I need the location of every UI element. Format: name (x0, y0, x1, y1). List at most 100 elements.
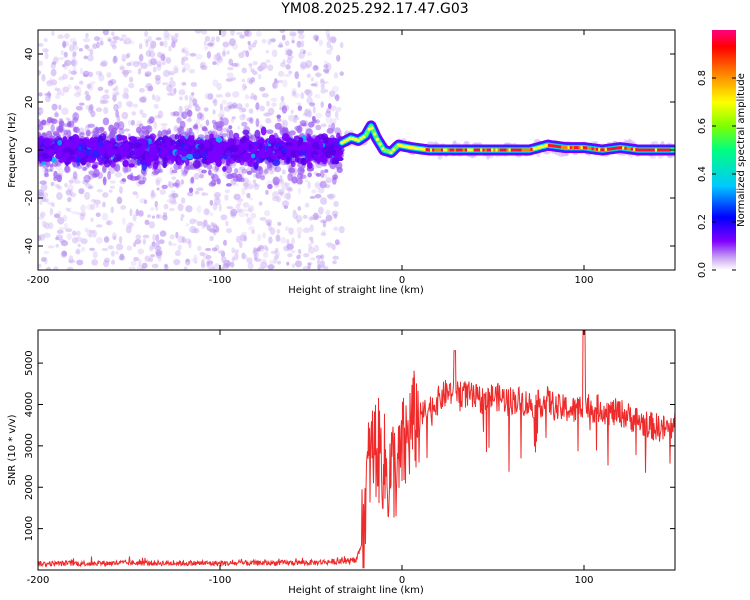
spectrogram-noise-cell (287, 253, 293, 258)
spectrogram-noise-cell (156, 96, 161, 102)
spectrogram-noise-cell (266, 218, 273, 226)
spectrogram-noise-cell (310, 83, 318, 87)
spectrogram-noise-cell (252, 60, 258, 66)
ridge-hot-cell (515, 148, 518, 152)
spectrogram-noise-cell (215, 225, 220, 233)
spectrogram-noise-cell (142, 169, 147, 177)
ridge-onset-cell (370, 126, 374, 130)
spectrogram-noise-cell (38, 110, 42, 114)
spectrogram-noise-cell (85, 129, 91, 137)
spectrogram-noise-cell (177, 244, 182, 251)
spectrogram-noise-cell (72, 116, 79, 124)
spectrogram-noise-cell (190, 257, 198, 263)
ridge-hot-cell (408, 145, 411, 149)
spectrogram-noise-cell (125, 69, 133, 74)
spectrogram-noise-cell (107, 38, 112, 42)
spectrogram-noise-cell (110, 259, 116, 265)
spectrogram-noise-cell (124, 54, 129, 59)
ridge-hot-cell (482, 148, 485, 152)
spectrogram-noise-cell (308, 243, 312, 250)
spectrogram-noise-cell (167, 70, 175, 76)
spectrogram-noise-cell (204, 93, 211, 100)
spectrogram-noise-cell (315, 173, 322, 177)
spectrogram-noise-cell (178, 89, 186, 96)
spectrogram-noise-cell (217, 56, 223, 62)
spectrogram-noise-cell (329, 90, 336, 97)
spectrogram-noise-cell (68, 69, 72, 75)
spectrogram-noise-cell (335, 106, 342, 112)
spectrogram-noise-cell (95, 70, 103, 76)
spectrogram-noise-cell (73, 85, 80, 90)
spectrogram-noise-cell (138, 210, 144, 217)
spectrogram-core-cell (247, 160, 256, 167)
spectrogram-noise-cell (82, 37, 90, 43)
spectrogram-noise-cell (317, 187, 325, 194)
spectrogram-noise-cell (225, 183, 232, 187)
ridge-onset-cell (378, 142, 382, 146)
spectrogram-noise-cell (207, 93, 214, 100)
spectrogram-noise-cell (101, 192, 109, 198)
spectrogram-noise-cell (152, 66, 157, 73)
ridge-hot-cell (401, 144, 405, 148)
spectrogram-noise-cell (119, 64, 125, 70)
spectrogram-noise-cell (95, 236, 103, 244)
spectrogram-noise-cell (242, 113, 246, 118)
spectrogram-noise-cell (195, 118, 201, 126)
spectrogram-noise-cell (253, 94, 258, 101)
spectrogram-noise-cell (75, 236, 83, 242)
spectrogram-noise-cell (62, 214, 68, 222)
spectrogram-noise-cell (261, 38, 267, 44)
spectrogram-noise-cell (102, 94, 110, 100)
spectrogram-noise-cell (312, 105, 316, 114)
spectrogram-noise-cell (327, 194, 335, 200)
spectrogram-noise-cell (165, 57, 172, 64)
spectrogram-noise-cell (320, 232, 327, 237)
spectrogram-core-cell (229, 144, 236, 153)
spectrogram-noise-cell (44, 94, 51, 103)
spectrogram-noise-cell (63, 53, 69, 59)
ridge-hot-cell (563, 145, 566, 149)
spectrogram-noise-cell (133, 242, 137, 247)
spectrogram-core-cell (228, 138, 234, 144)
spectrogram-core-cell (112, 145, 119, 150)
spectrogram-core-cell (262, 152, 271, 158)
spectrogram-noise-cell (201, 191, 205, 196)
spectrogram-noise-cell (135, 123, 142, 128)
spectrogram-core-cell (116, 134, 123, 142)
spectrogram-noise-cell (41, 220, 47, 228)
spectrogram-noise-cell (288, 227, 294, 235)
spectrogram-noise-cell (38, 189, 45, 197)
ridge-hot-cell (451, 148, 455, 152)
spectrogram-core-cell (215, 136, 223, 143)
spectrogram-noise-cell (238, 211, 246, 218)
spectrogram-noise-cell (58, 125, 64, 132)
spectrogram-noise-cell (154, 74, 161, 81)
spectrogram-noise-cell (211, 99, 217, 104)
spectrogram-noise-cell (202, 253, 209, 260)
ridge-hot-cell (445, 148, 448, 152)
spectrogram-noise-cell (326, 40, 332, 49)
spectrogram-noise-cell (144, 71, 152, 77)
spectrogram-noise-cell (196, 112, 203, 120)
spectrogram-noise-cell (325, 115, 333, 124)
spectrogram-noise-cell (224, 194, 229, 201)
ridge-hot-cell (659, 148, 662, 152)
spectrogram-noise-cell (123, 87, 129, 95)
spectrogram-noise-cell (241, 187, 246, 196)
spectrogram-noise-cell (111, 232, 117, 240)
spectrogram-noise-cell (249, 96, 254, 100)
spectrogram-noise-cell (243, 235, 248, 242)
spectrogram-noise-cell (297, 206, 301, 211)
spectrogram-core-cell (153, 160, 160, 165)
spectrogram-noise-cell (250, 212, 257, 219)
spectrogram-noise-cell (286, 261, 290, 266)
spectrogram-noise-cell (267, 183, 273, 190)
spectrogram-noise-cell (193, 125, 199, 130)
spectrogram-noise-cell (292, 92, 300, 99)
ridge-hot-cell (493, 148, 496, 152)
spectrogram-core-cell (38, 138, 42, 146)
spectrogram-noise-cell (64, 182, 68, 188)
ridge-hot-cell (591, 147, 595, 151)
x-tick-label: -200 (27, 275, 50, 286)
